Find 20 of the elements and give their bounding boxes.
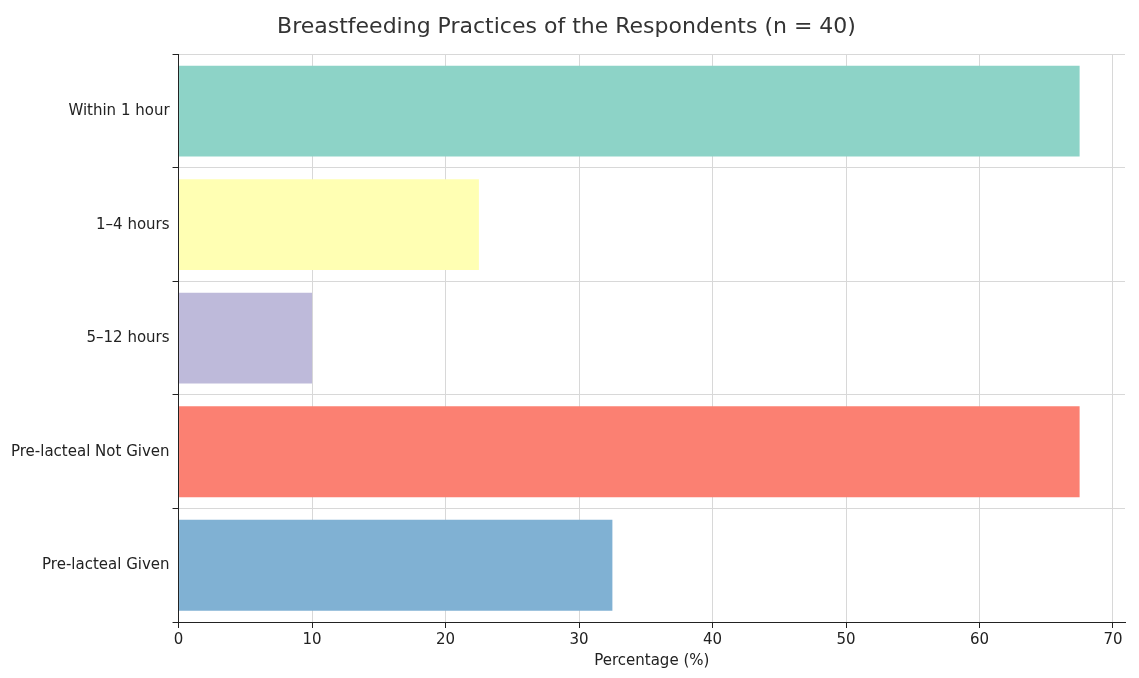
y-tick-label: Pre-lacteal Not Given xyxy=(10,441,170,460)
x-tick-label: 30 xyxy=(569,629,589,648)
x-tick-label: 40 xyxy=(702,629,723,648)
x-tick-label: 50 xyxy=(836,629,856,648)
x-axis-title: Percentage (%) xyxy=(594,650,710,669)
y-tick-label: 5–12 hours xyxy=(86,328,170,347)
y-tick-label: Within 1 hour xyxy=(68,101,171,120)
bar xyxy=(179,519,613,611)
x-tick-label: 0 xyxy=(173,629,184,648)
y-tick-label: Pre-lacteal Given xyxy=(42,555,170,574)
x-tick-label: 10 xyxy=(302,629,322,648)
bar xyxy=(179,65,1080,157)
chart-title: Breastfeeding Practices of the Respondents (n = 40) xyxy=(277,12,856,38)
x-tick-label: 70 xyxy=(1103,629,1123,648)
x-tick-label: 20 xyxy=(435,629,456,648)
bar xyxy=(179,292,313,384)
bar xyxy=(179,406,1080,498)
x-tick-label: 60 xyxy=(969,629,990,648)
y-tick-label: 1–4 hours xyxy=(96,214,170,233)
bar xyxy=(179,179,479,271)
